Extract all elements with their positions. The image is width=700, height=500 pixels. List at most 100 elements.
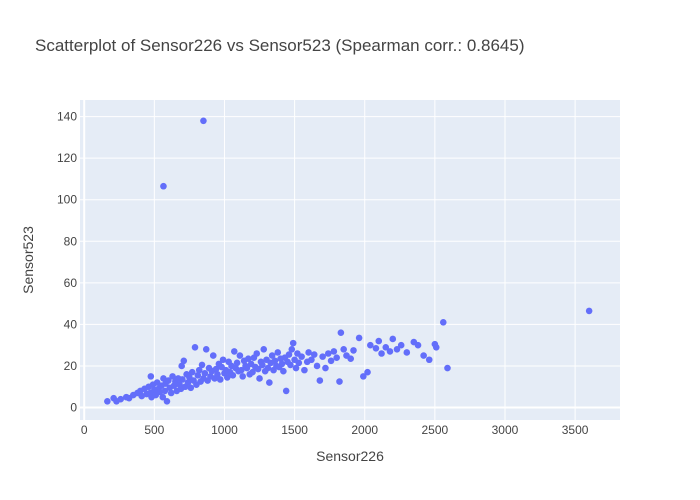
- scatter-point: [337, 329, 345, 337]
- scatter-point: [200, 117, 207, 125]
- scatter-point: [236, 352, 244, 359]
- y-tick-label: 140: [57, 110, 77, 124]
- scatter-point: [386, 348, 394, 355]
- scatter-point: [350, 347, 357, 354]
- scatter-point: [310, 351, 318, 358]
- x-tick-labels: 0 500 1000 1500 2000 2500 3000 3500: [81, 423, 589, 437]
- scatter-point: [219, 356, 227, 364]
- scatter-point: [280, 367, 287, 375]
- scatter-point: [254, 365, 262, 373]
- scatter-point: [288, 346, 296, 353]
- y-tick-label: 0: [70, 401, 77, 415]
- scatter-point: [305, 349, 312, 356]
- scatter-point: [180, 357, 188, 365]
- x-tick-label: 1500: [281, 423, 308, 437]
- scatter-point: [259, 361, 266, 369]
- x-tick-label: 3500: [562, 423, 589, 437]
- scatter-point: [295, 359, 303, 367]
- scatter-point: [229, 372, 237, 379]
- scatter-point: [163, 397, 171, 405]
- scatter-point: [327, 357, 335, 365]
- scatter-point: [355, 334, 363, 342]
- y-axis-title: Sensor523: [20, 226, 36, 294]
- x-tick-label: 2000: [351, 423, 378, 437]
- plot-area: [80, 100, 620, 420]
- scatter-point: [333, 354, 340, 361]
- scatter-point: [432, 343, 440, 351]
- scatter-point: [202, 346, 210, 353]
- scatter-point: [282, 387, 290, 395]
- data-points: [104, 117, 593, 405]
- x-gridlines: [83, 100, 576, 420]
- scatter-point: [264, 364, 272, 372]
- scatter-point: [397, 341, 405, 349]
- scatter-point: [156, 388, 164, 396]
- scatter-point: [230, 348, 238, 355]
- y-tick-label: 80: [64, 234, 78, 248]
- scatter-point: [330, 348, 338, 355]
- scatter-point: [268, 352, 276, 359]
- x-axis-title: Sensor226: [316, 448, 384, 464]
- scatter-point: [298, 353, 305, 360]
- scatter-point: [195, 366, 203, 374]
- scatter-point: [292, 364, 300, 372]
- scatter-point: [364, 368, 371, 376]
- scatter-point: [198, 361, 206, 369]
- y-gridlines: [80, 116, 620, 409]
- scatter-point: [585, 307, 593, 315]
- scatter-point: [243, 364, 251, 372]
- scatter-point: [104, 397, 111, 405]
- scatter-point: [187, 384, 195, 392]
- scatter-point: [347, 355, 355, 363]
- scatter-point: [289, 339, 297, 347]
- scatter-point: [260, 346, 268, 353]
- scatter-point: [393, 346, 401, 353]
- x-tick-label: 0: [81, 423, 88, 437]
- y-tick-label: 120: [57, 151, 77, 165]
- y-tick-labels: 0 20 40 60 80 100 120 140: [57, 110, 77, 415]
- y-tick-label: 100: [57, 193, 77, 207]
- scatter-point: [178, 362, 185, 370]
- scatter-point: [253, 350, 261, 357]
- scatter-point: [159, 393, 167, 401]
- scatter-point: [301, 366, 308, 374]
- x-tick-label: 1000: [211, 423, 238, 437]
- scatter-point: [249, 368, 256, 376]
- scatter-point: [425, 356, 433, 364]
- scatter-point: [278, 360, 286, 368]
- scatter-point: [147, 373, 155, 380]
- scatter-point: [382, 343, 390, 351]
- scatter-point: [214, 370, 221, 378]
- scatter-point: [117, 395, 124, 403]
- scatter-point: [319, 353, 326, 360]
- scatter-point: [378, 350, 385, 357]
- scatter-point: [316, 377, 324, 384]
- scatter-point: [223, 374, 231, 381]
- scatter-point: [420, 352, 427, 359]
- scatter-point: [375, 337, 383, 345]
- scatter-point: [188, 368, 196, 376]
- scatter-point: [169, 373, 176, 380]
- scatter-point: [444, 364, 451, 372]
- y-tick-label: 40: [64, 317, 78, 331]
- scatter-point: [360, 373, 367, 380]
- scatter-point: [389, 335, 397, 343]
- scatter-point: [313, 362, 321, 370]
- scatter-point: [403, 349, 411, 356]
- scatter-point: [160, 182, 167, 190]
- y-tick-label: 20: [64, 359, 78, 373]
- scatter-point: [414, 341, 422, 349]
- x-tick-label: 3000: [492, 423, 519, 437]
- scatter-point: [372, 345, 380, 352]
- scatter-point: [191, 343, 199, 351]
- scatter-point: [237, 366, 245, 374]
- scatter-point: [245, 355, 252, 363]
- scatter-point: [324, 350, 332, 357]
- scatter-point: [256, 375, 263, 382]
- scatter-point: [340, 346, 347, 353]
- scatter-point: [239, 373, 247, 380]
- scatter-point: [167, 389, 175, 397]
- scatter-point: [308, 356, 315, 364]
